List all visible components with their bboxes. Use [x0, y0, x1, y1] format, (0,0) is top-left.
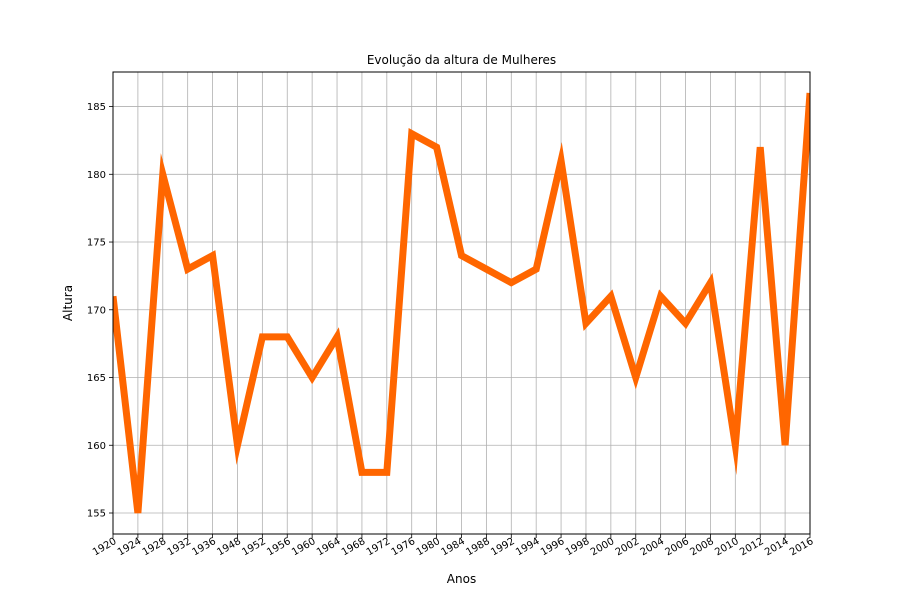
data-point [561, 160, 562, 161]
series-line [113, 92, 810, 514]
data-point [610, 296, 611, 297]
y-tick-label: 185 [87, 102, 106, 113]
y-tick-label: 160 [87, 441, 106, 452]
data-point [635, 377, 636, 378]
data-point [461, 255, 462, 256]
data-point [585, 323, 586, 324]
data-point [187, 269, 188, 270]
data-point [536, 269, 537, 270]
data-point [312, 377, 313, 378]
data-point [162, 174, 163, 175]
data-point [760, 147, 761, 148]
y-tick-label: 175 [87, 238, 106, 249]
y-tick-label: 180 [87, 170, 106, 181]
y-axis: 155 160 165 170 175 180 185 [87, 102, 113, 520]
data-point [660, 296, 661, 297]
y-tick-label: 170 [87, 305, 106, 316]
data-point [386, 472, 387, 473]
data-point [785, 445, 786, 446]
data-point [486, 269, 487, 270]
data-point [411, 133, 412, 134]
y-tick-label: 165 [87, 373, 106, 384]
data-point [262, 336, 263, 337]
data-point [237, 445, 238, 446]
data-point [212, 255, 213, 256]
y-axis-label: Altura [61, 285, 75, 321]
y-tick-label: 155 [87, 509, 106, 520]
data-point [361, 472, 362, 473]
data-point [735, 445, 736, 446]
data-point [287, 336, 288, 337]
data-point [710, 282, 711, 283]
data-point [337, 336, 338, 337]
series-layer [113, 92, 810, 514]
data-point [436, 147, 437, 148]
chart-title: Evolução da altura de Mulheres [367, 53, 556, 67]
data-point [685, 323, 686, 324]
data-point [511, 282, 512, 283]
data-point [137, 513, 138, 514]
x-axis-label: Anos [447, 572, 476, 586]
